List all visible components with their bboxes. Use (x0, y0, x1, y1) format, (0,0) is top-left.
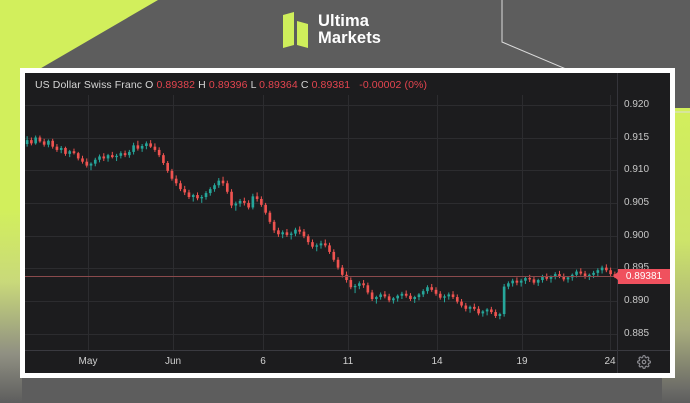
legend-low-value: 0.89364 (259, 79, 298, 91)
gridline-vertical (610, 95, 611, 350)
brand-logo: Ultima Markets (283, 12, 381, 48)
legend-symbol: US Dollar Swiss Franc (35, 79, 143, 91)
gridline-vertical (263, 95, 264, 350)
gridline-horizontal (25, 137, 617, 139)
price-axis-tick: 0.900 (624, 229, 650, 241)
gridline-horizontal (25, 170, 617, 172)
time-axis-tick: Jun (164, 356, 182, 367)
time-axis[interactable]: May Jun 6 11 14 19 24 (25, 350, 670, 373)
candlestick-series (25, 135, 617, 320)
brand-name-line1: Ultima (318, 12, 370, 31)
brand-name: Ultima Markets (318, 13, 381, 47)
legend-change: -0.00002 (0%) (359, 79, 428, 91)
price-axis-tick: 0.910 (624, 164, 650, 176)
gridline-vertical (173, 95, 174, 350)
axis-separator (617, 350, 618, 373)
gridline-horizontal (25, 268, 617, 270)
legend-high-label: H (198, 79, 206, 91)
gridline-vertical (522, 95, 523, 350)
decorative-outline-shape (452, 0, 690, 113)
gridline-vertical (88, 95, 89, 350)
brand-name-line2: Markets (318, 29, 382, 47)
chart-legend: US Dollar Swiss Franc O 0.89382 H 0.8939… (35, 79, 427, 95)
ultima-markets-logo-icon (283, 12, 309, 48)
decorative-green-left-bar (0, 0, 22, 403)
price-axis-tick: 0.915 (624, 131, 650, 143)
gridline-horizontal (25, 104, 617, 106)
gear-icon[interactable] (637, 355, 651, 369)
price-axis-tick: 0.920 (624, 98, 650, 110)
legend-low-label: L (250, 79, 257, 91)
price-axis-tick: 0.890 (624, 294, 650, 306)
legend-open-label: O (145, 79, 154, 91)
time-axis-tick: 19 (516, 356, 528, 367)
chart-plot-area[interactable] (25, 95, 617, 350)
gridline-horizontal (25, 202, 617, 204)
price-axis-tick: 0.895 (624, 262, 650, 274)
legend-close-label: C (300, 79, 309, 91)
chart-panel[interactable]: US Dollar Swiss Franc O 0.89382 H 0.8939… (25, 73, 670, 373)
time-axis-tick: 24 (604, 356, 616, 367)
current-price-tag: 0.89381 (618, 269, 670, 285)
price-axis-tick: 0.885 (624, 327, 650, 339)
time-axis-tick: 11 (342, 356, 354, 367)
gridline-vertical (437, 95, 438, 350)
time-axis-tick: 6 (260, 356, 266, 367)
gridline-horizontal (25, 300, 617, 302)
legend-high-value: 0.89396 (208, 79, 248, 91)
legend-close-value: 0.89381 (311, 79, 351, 91)
price-tag-arrow (613, 272, 618, 281)
price-axis-tick: 0.905 (624, 196, 650, 208)
chart-frame: US Dollar Swiss Franc O 0.89382 H 0.8939… (20, 68, 675, 378)
current-price-line (25, 276, 617, 278)
gridline-horizontal (25, 333, 617, 335)
gridline-horizontal (25, 235, 617, 237)
gridline-vertical (348, 95, 349, 350)
price-axis[interactable]: 0.920 0.915 0.910 0.905 0.900 0.895 0.890 0.885… (613, 73, 670, 373)
time-axis-tick: 14 (431, 356, 443, 367)
legend-open-value: 0.89382 (156, 79, 196, 91)
time-axis-tick: May (78, 356, 98, 367)
